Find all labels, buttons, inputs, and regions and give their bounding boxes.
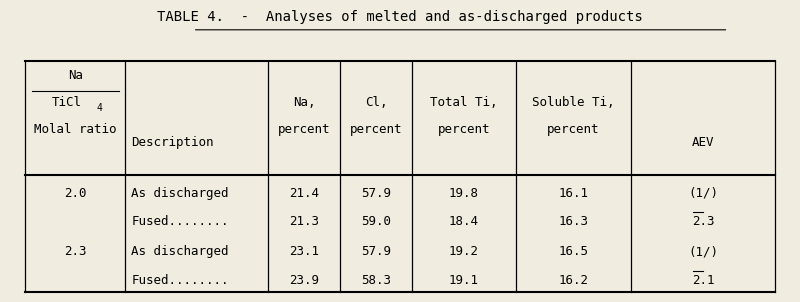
Text: 2.3: 2.3 xyxy=(64,245,86,258)
Text: 19.8: 19.8 xyxy=(449,187,478,200)
Text: Molal ratio: Molal ratio xyxy=(34,123,116,136)
Text: Total Ti,: Total Ti, xyxy=(430,96,498,109)
Text: 19.2: 19.2 xyxy=(449,245,478,258)
Text: 16.3: 16.3 xyxy=(558,215,588,228)
Text: Cl,: Cl, xyxy=(365,96,387,109)
Text: 57.9: 57.9 xyxy=(361,245,391,258)
Text: 21.4: 21.4 xyxy=(290,187,319,200)
Text: 16.5: 16.5 xyxy=(558,245,588,258)
Text: percent: percent xyxy=(350,123,402,136)
Text: Soluble Ti,: Soluble Ti, xyxy=(532,96,614,109)
Text: TABLE 4.  -  Analyses of melted and as-discharged products: TABLE 4. - Analyses of melted and as-dis… xyxy=(157,10,643,24)
Text: 58.3: 58.3 xyxy=(361,274,391,287)
Text: Na: Na xyxy=(68,69,82,82)
Text: 21.3: 21.3 xyxy=(290,215,319,228)
Text: 19.1: 19.1 xyxy=(449,274,478,287)
Text: 2.0: 2.0 xyxy=(64,187,86,200)
Text: percent: percent xyxy=(278,123,330,136)
Text: 16.1: 16.1 xyxy=(558,187,588,200)
Text: 57.9: 57.9 xyxy=(361,187,391,200)
Text: (1/): (1/) xyxy=(688,187,718,200)
Text: Fused........: Fused........ xyxy=(131,274,229,287)
Text: 2.3: 2.3 xyxy=(692,215,714,228)
Text: Description: Description xyxy=(131,136,214,149)
Text: 59.0: 59.0 xyxy=(361,215,391,228)
Text: 23.9: 23.9 xyxy=(290,274,319,287)
Text: 2.1: 2.1 xyxy=(692,274,714,287)
Text: TiCl: TiCl xyxy=(52,96,82,109)
Text: 4: 4 xyxy=(96,103,102,113)
Text: (1/): (1/) xyxy=(688,245,718,258)
Text: 16.2: 16.2 xyxy=(558,274,588,287)
Text: 18.4: 18.4 xyxy=(449,215,478,228)
Text: Na,: Na, xyxy=(293,96,315,109)
Text: Fused........: Fused........ xyxy=(131,215,229,228)
Text: percent: percent xyxy=(547,123,600,136)
Text: 23.1: 23.1 xyxy=(290,245,319,258)
Text: As discharged: As discharged xyxy=(131,187,229,200)
Text: As discharged: As discharged xyxy=(131,245,229,258)
Text: AEV: AEV xyxy=(692,136,714,149)
Text: percent: percent xyxy=(438,123,490,136)
